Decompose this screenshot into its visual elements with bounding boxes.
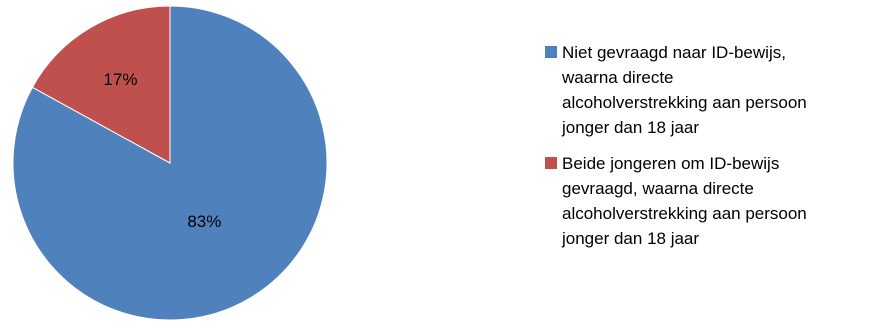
legend-label-0: Niet gevraagd naar ID-bewijs, waarna dire… (561, 43, 807, 137)
pie-data-label-0: 83% (187, 212, 221, 231)
legend: Niet gevraagd naar ID-bewijs, waarna dire… (545, 43, 807, 248)
legend-label-line: jonger dan 18 jaar (561, 229, 699, 248)
pie-data-labels: 83% 17% (103, 70, 221, 231)
legend-label-line: Niet gevraagd naar ID-bewijs, (562, 43, 786, 62)
pie-slices (12, 5, 328, 321)
legend-label-line: jonger dan 18 jaar (561, 118, 699, 137)
legend-label-line: alcoholverstrekking aan persoon (562, 93, 807, 112)
pie-slice-1 (31, 5, 171, 164)
legend-swatch-0 (545, 46, 557, 58)
legend-label-line: waarna directe (561, 68, 674, 87)
legend-label-1: Beide jongeren om ID-bewijs gevraagd, waa… (561, 154, 807, 248)
legend-label-line: gevraagd, waarna directe (562, 179, 754, 198)
pie-data-label-1: 17% (103, 70, 137, 89)
legend-label-line: alcoholverstrekking aan persoon (562, 204, 807, 223)
legend-swatch-1 (545, 157, 557, 169)
legend-label-line: Beide jongeren om ID-bewijs (562, 154, 779, 173)
